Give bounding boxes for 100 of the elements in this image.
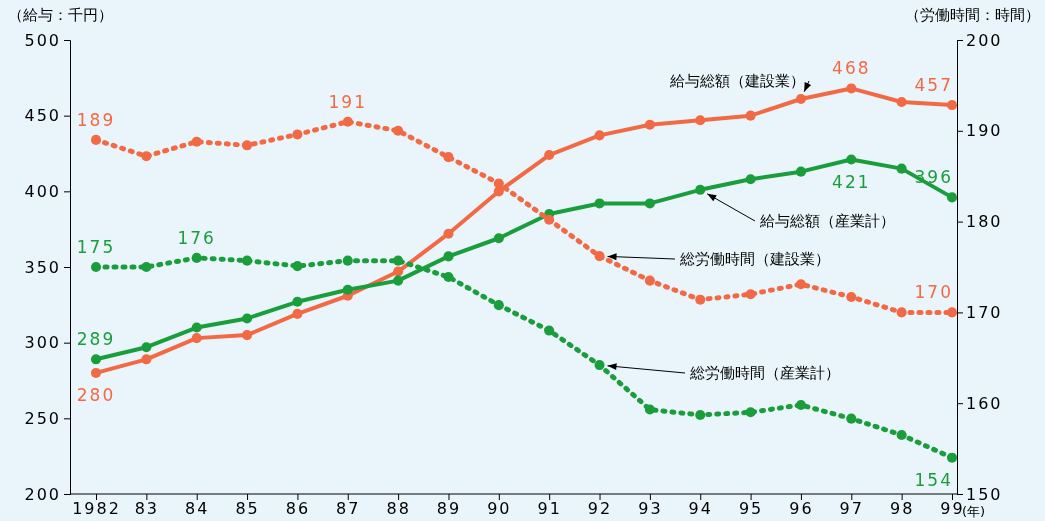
x-tick-label: 1982 [72,499,121,519]
data-label: 170 [914,282,953,303]
x-tick-label: 87 [336,499,361,519]
point [795,279,806,290]
point [90,367,102,378]
point [695,294,706,305]
y-tick-label: 200 [24,484,61,504]
point [443,271,454,283]
point [292,129,303,140]
point [544,214,555,225]
point [644,198,655,209]
point [90,354,102,365]
point [695,184,706,195]
x-tick-label: 92 [587,499,613,519]
data-label: 457 [914,75,953,96]
data-label: 289 [76,329,116,350]
y2-tick-label: 190 [966,121,1003,141]
data-label: 191 [328,91,367,112]
y-tick-label: 500 [24,30,61,50]
point [443,228,454,239]
point [946,100,958,111]
y-axis-title: （給与：千円） [8,6,113,24]
point [846,413,857,424]
x-tick-label: 94 [688,499,713,519]
point [745,289,756,300]
point [90,261,102,273]
data-label: 421 [832,171,871,192]
data-label: 396 [914,167,953,188]
point [795,399,806,411]
point [846,154,857,165]
point [393,266,404,277]
point [493,300,504,311]
series-label: 総労働時間（産業計） [689,364,840,382]
x-tick-label: 96 [789,499,814,519]
point [594,130,605,141]
x-tick-label: 93 [638,499,663,519]
point [393,255,404,266]
data-label: 468 [832,58,871,79]
x-tick-label: 97 [839,499,864,519]
point [795,166,806,177]
y-tick-label: 450 [24,106,61,126]
point [846,83,857,94]
point [342,255,353,266]
point [191,252,202,263]
point [493,233,504,244]
point [594,360,605,371]
y2-tick-label: 150 [966,484,1003,504]
data-label: 154 [914,469,953,490]
point [594,198,605,209]
point [191,322,202,333]
y2-tick-label: 180 [966,212,1003,232]
point [695,115,706,126]
series-label: 給与総額（建設業） [669,72,805,90]
point [946,192,958,203]
y-tick-label: 300 [24,333,61,353]
point [896,163,907,174]
point [342,116,353,127]
series-label: 給与総額（産業計） [759,212,895,230]
y2-axis-title: （労働時間：時間） [905,6,1040,24]
point [292,308,303,319]
point [90,134,102,145]
x-tick-label: 95 [738,499,764,519]
y-tick-label: 350 [24,257,61,277]
x-tick-label: 85 [235,499,260,519]
point [795,93,806,105]
y-tick-label: 250 [24,408,61,428]
point [695,409,706,421]
point [644,119,655,130]
point [292,261,303,272]
point [242,255,253,266]
point [544,325,555,336]
point [443,251,454,262]
y2-tick-label: 170 [966,303,1003,323]
x-tick-label: 98 [889,499,915,519]
x-tick-label: 86 [285,499,311,519]
x-tick-label: 88 [386,499,411,519]
x-axis-title: (年) [962,504,986,519]
point [745,407,756,418]
data-label: 175 [76,237,116,257]
x-tick-label: 83 [134,499,160,519]
y2-tick-label: 200 [966,30,1003,50]
point [896,97,907,108]
point [242,330,253,341]
point [141,354,152,365]
point [493,178,504,189]
data-label: 280 [76,384,116,405]
point [191,136,202,147]
point [242,140,253,151]
point [745,110,756,121]
point [644,275,655,286]
point [141,342,152,353]
data-label: 189 [76,109,116,130]
x-tick-label: 91 [537,499,562,519]
point [846,291,857,302]
point [393,125,404,136]
point [393,275,404,286]
point [896,429,907,441]
point [443,152,454,163]
point [544,149,555,161]
point [292,296,303,307]
